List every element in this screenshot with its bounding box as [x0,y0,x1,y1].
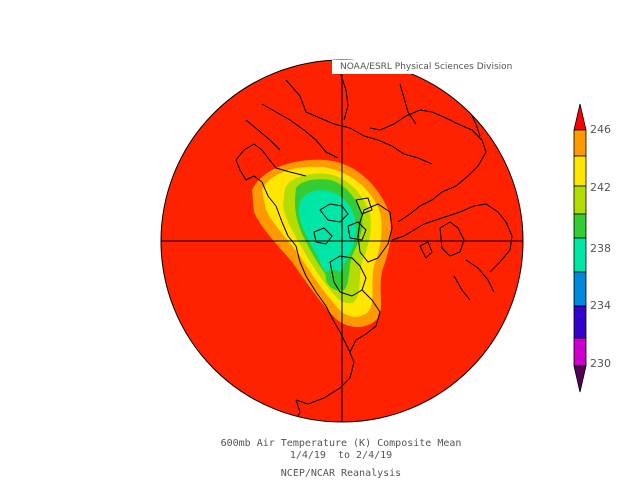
colorbar-seg-236 [573,271,587,307]
colorbar-label-234: 234 [590,299,611,312]
colorbar-seg-232 [573,337,587,367]
caption-source: NCEP/NCAR Reanalysis [280,468,402,479]
colorbar-seg-238 [573,237,587,273]
colorbar-seg-240 [573,213,587,239]
colorbar [573,103,587,393]
colorbar-label-242: 242 [590,181,611,194]
coastlines [235,71,513,421]
colorbar-top-arrow [573,103,587,131]
colorbar-seg-244 [573,155,587,187]
contour-239b [325,270,347,291]
colorbar-seg-246 [573,129,587,157]
colorbar-seg-234 [573,305,587,339]
credit-label: NOAA/ESRL Physical Sciences Division [332,60,528,74]
colorbar-label-230: 230 [590,357,611,370]
colorbar-label-238: 238 [590,242,611,255]
caption-title: 600mb Air Temperature (K) Composite Mean [220,438,462,449]
colorbar-bottom-arrow [573,365,587,393]
colorbar-seg-242 [573,185,587,215]
colorbar-label-246: 246 [590,123,611,136]
caption-dates: 1/4/19 to 2/4/19 [289,450,393,461]
